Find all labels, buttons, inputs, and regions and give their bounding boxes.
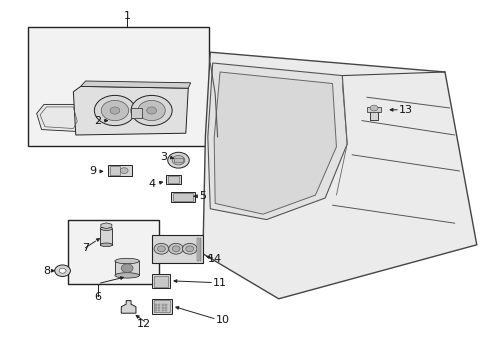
Bar: [153, 300, 170, 312]
Polygon shape: [81, 81, 190, 88]
Bar: [165, 304, 167, 306]
Polygon shape: [121, 301, 136, 313]
Circle shape: [146, 107, 156, 114]
Polygon shape: [73, 86, 188, 135]
Bar: [100, 229, 112, 245]
Text: 13: 13: [398, 105, 412, 115]
Bar: [173, 193, 192, 201]
Circle shape: [182, 243, 197, 254]
Circle shape: [59, 268, 66, 273]
Bar: [155, 310, 157, 311]
Circle shape: [131, 95, 172, 126]
Circle shape: [94, 95, 135, 126]
Bar: [196, 238, 198, 261]
Circle shape: [101, 100, 128, 121]
Bar: [115, 261, 139, 275]
Circle shape: [138, 100, 165, 121]
Circle shape: [120, 168, 128, 174]
Bar: [162, 304, 163, 306]
Bar: [158, 304, 160, 306]
Bar: [369, 108, 378, 120]
Bar: [165, 310, 167, 311]
Bar: [158, 310, 160, 311]
Circle shape: [55, 265, 70, 276]
Circle shape: [157, 246, 165, 252]
Polygon shape: [203, 52, 476, 299]
Text: 11: 11: [213, 278, 226, 288]
Ellipse shape: [115, 258, 139, 264]
Text: 10: 10: [215, 315, 229, 325]
Bar: [68, 220, 159, 284]
Bar: [162, 307, 163, 309]
Text: 7: 7: [82, 243, 89, 253]
Text: 12: 12: [137, 319, 151, 329]
Bar: [174, 158, 183, 162]
Circle shape: [168, 243, 183, 254]
Circle shape: [110, 107, 120, 114]
Circle shape: [369, 105, 377, 111]
Bar: [158, 307, 160, 309]
Bar: [171, 192, 194, 202]
Bar: [110, 166, 120, 175]
Bar: [131, 108, 142, 118]
Circle shape: [121, 264, 133, 273]
Bar: [151, 274, 170, 288]
Text: 14: 14: [208, 254, 222, 264]
Bar: [151, 235, 203, 263]
Polygon shape: [207, 63, 346, 220]
Text: 8: 8: [43, 266, 50, 276]
Circle shape: [172, 156, 184, 165]
Bar: [162, 310, 163, 311]
Bar: [167, 176, 179, 183]
Bar: [153, 276, 168, 287]
Circle shape: [185, 246, 193, 252]
Bar: [151, 299, 172, 314]
Text: 3: 3: [160, 152, 167, 162]
Text: 4: 4: [148, 179, 155, 189]
Text: 5: 5: [199, 191, 206, 201]
Text: 1: 1: [123, 11, 130, 21]
Ellipse shape: [100, 227, 112, 230]
Text: 2: 2: [94, 116, 101, 126]
Text: 9: 9: [89, 166, 96, 176]
Bar: [165, 307, 167, 309]
Text: 6: 6: [94, 292, 101, 302]
Bar: [366, 107, 381, 112]
Polygon shape: [214, 72, 336, 214]
Bar: [155, 307, 157, 309]
Bar: [166, 175, 181, 184]
Polygon shape: [101, 223, 112, 229]
Bar: [28, 27, 209, 146]
Polygon shape: [37, 104, 81, 131]
Circle shape: [167, 152, 189, 168]
Ellipse shape: [100, 243, 112, 247]
Bar: [199, 238, 201, 261]
Circle shape: [172, 246, 180, 252]
Bar: [155, 304, 157, 306]
Bar: [107, 165, 132, 176]
Circle shape: [154, 243, 168, 254]
Ellipse shape: [115, 273, 139, 278]
